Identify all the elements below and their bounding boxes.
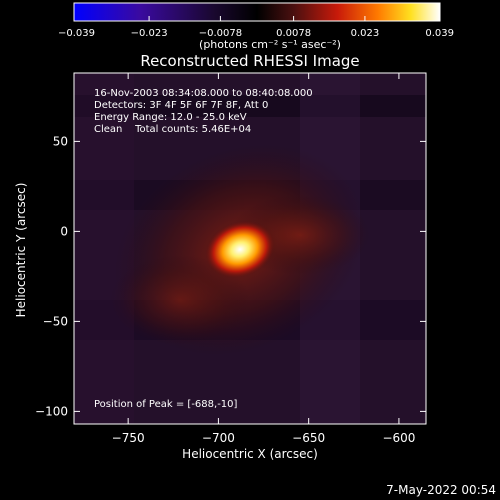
x-axis-label: Heliocentric X (arcsec) [182,447,318,461]
info-annotations: 16-Nov-2003 08:34:08.000 to 08:40:08.000… [94,88,313,410]
colorbar-tick-label: 0.0078 [276,28,311,39]
heatmap-image [74,73,426,424]
colorbar-tick-label: −0.023 [131,28,168,39]
colorbar-tick-label: −0.039 [58,28,95,39]
x-tick-label: −600 [382,431,415,445]
peak-source [204,220,276,279]
colorbar-tick-label: −0.0078 [199,28,242,39]
y-tick-label: 50 [53,134,68,148]
x-tick-label: −700 [202,431,235,445]
y-axis: 50 0 −50 −100 [35,134,426,418]
colorbar-ticks: −0.039 −0.023 −0.0078 0.0078 0.023 0.039 [58,16,454,39]
colorbar-tick-label: 0.023 [351,28,380,39]
annotation-time-range: 16-Nov-2003 08:34:08.000 to 08:40:08.000 [94,88,313,99]
x-tick-label: −650 [292,431,325,445]
annotation-peak-position: Position of Peak = [-688,-10] [94,399,238,410]
x-tick-label: −750 [112,431,145,445]
y-tick-label: −100 [35,404,68,418]
annotation-energy-range: Energy Range: 12.0 - 25.0 keV [94,112,247,123]
plot-frame [73,72,427,425]
colorbar [73,2,441,22]
chart-title: Reconstructed RHESSI Image [140,52,359,70]
x-axis: −750 −700 −650 −600 [112,73,415,445]
footer-timestamp: 7-May-2022 00:54 [386,483,496,497]
colorbar-tick-label: 0.039 [425,28,454,39]
y-tick-label: −50 [43,314,68,328]
y-tick-label: 0 [60,224,68,238]
colorbar-unit-label: (photons cm⁻² s⁻¹ asec⁻²) [199,38,341,51]
annotation-clean-counts: Clean Total counts: 5.46E+04 [94,124,251,135]
y-axis-label: Heliocentric Y (arcsec) [14,183,28,318]
annotation-detectors: Detectors: 3F 4F 5F 6F 7F 8F, Att 0 [94,100,268,111]
